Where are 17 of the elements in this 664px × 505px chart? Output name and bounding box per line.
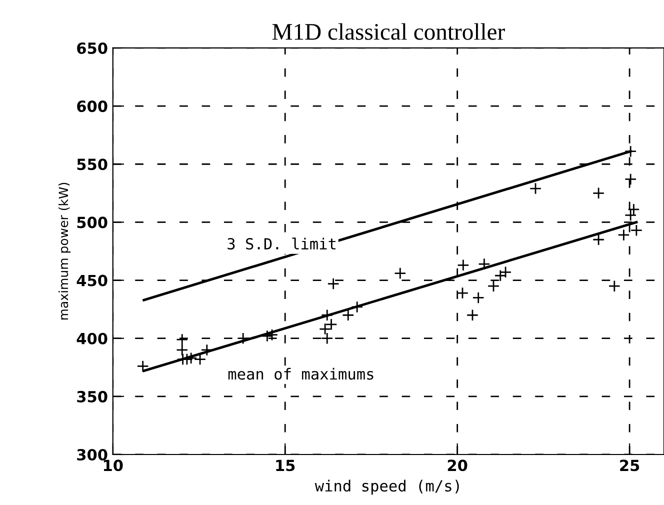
series-label: mean of maximums — [228, 368, 374, 380]
y-tick-label: 650 — [77, 42, 108, 54]
y-axis-title: maximum power (kW) — [58, 182, 71, 320]
x-axis-title: wind speed (m/s) — [314, 480, 459, 495]
y-tick-label: 450 — [76, 274, 108, 286]
chart-title: M1D classical controller — [272, 23, 505, 40]
y-tick-label: 350 — [77, 390, 108, 402]
series-label: 3 S.D. limit — [228, 238, 336, 250]
x-tick-label: 10 — [104, 460, 123, 472]
x-tick-label: 15 — [276, 460, 295, 472]
x-tick-label: 20 — [448, 460, 468, 472]
y-tick-label: 300 — [77, 448, 108, 461]
y-tick-label: 550 — [77, 158, 108, 170]
y-tick-label: 600 — [77, 100, 108, 112]
y-tick-label: 400 — [76, 332, 108, 344]
x-tick-label: 25 — [620, 460, 640, 472]
y-tick-label: 500 — [77, 216, 108, 228]
